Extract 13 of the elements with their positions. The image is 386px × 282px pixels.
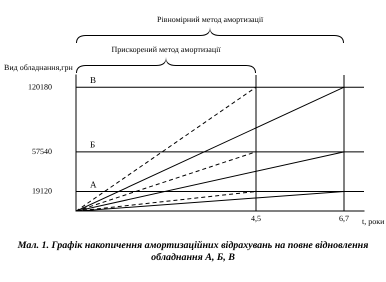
y-tick-label: 57540	[32, 146, 52, 156]
ref-line-label: В	[90, 75, 96, 86]
y-tick-label: 19120	[32, 186, 52, 196]
text: Рівномірний метод амортизації	[157, 15, 264, 24]
x-tick-label: 6,7	[339, 214, 349, 224]
x-tick-label: 4,5	[251, 214, 261, 224]
ref-line-label: Б	[90, 140, 96, 150]
text: Прискорений метод амортизації	[112, 45, 221, 54]
x-axis-title: t, роки	[362, 217, 384, 226]
y-axis-title: Вид обладнання,грн	[4, 63, 73, 72]
ref-line-label: А	[90, 179, 97, 190]
y-tick-label: 120180	[28, 82, 52, 92]
text: Мал. 1. Графік накопичення амортизаційних відрахувань на повне відновлення обладнання А, Б, В	[16, 240, 370, 264]
